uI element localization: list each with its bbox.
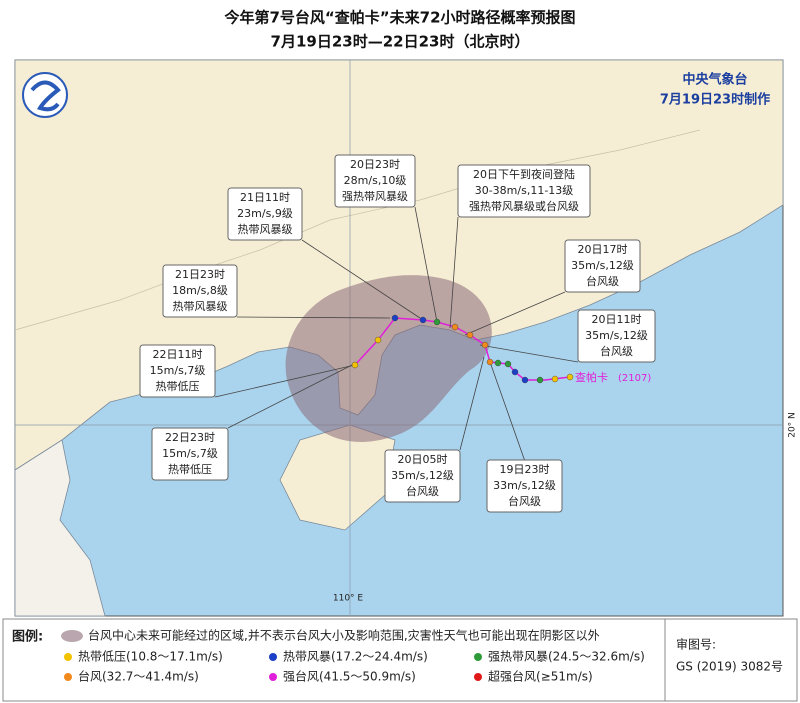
legend-label: 超强台风(≥51m/s): [488, 669, 593, 684]
callout-text: 热带风暴级: [238, 223, 293, 236]
callout-text: 33m/s,12级: [493, 479, 556, 492]
issued: 7月19日23时制作: [660, 92, 770, 108]
legend-label: 强热带风暴(24.5～32.6m/s): [488, 650, 645, 664]
callout-text: 22日23时: [165, 431, 215, 444]
typhoon-name: 查帕卡: [575, 370, 608, 384]
callout-box: [151, 427, 229, 481]
callout-text: 台风级: [600, 344, 633, 358]
callout-text: 19日23时: [500, 463, 550, 476]
legend-icon: [269, 653, 277, 661]
callout-text: 20日05时: [398, 453, 448, 466]
callout-text: 15m/s,7级: [162, 447, 218, 460]
callout-box: [139, 344, 216, 398]
leader-line: [236, 316, 391, 319]
callout-text: 15m/s,7级: [150, 364, 206, 377]
callout-text: 28m/s,10级: [344, 174, 407, 187]
leader-line: [489, 361, 525, 461]
callout-text: 台风级: [508, 494, 541, 508]
callout-text: 台风级: [586, 274, 619, 288]
track-point: [521, 376, 529, 384]
approval-label: 审图号:: [676, 637, 716, 652]
callout-text: 35m/s,12级: [391, 469, 454, 482]
legend-shade-icon: [61, 630, 83, 642]
track-point: [451, 323, 459, 331]
leader-line: [459, 356, 485, 451]
track-point: [391, 314, 399, 322]
track-point: [433, 318, 441, 326]
border-line: [14, 129, 701, 331]
track-point: [504, 360, 512, 368]
agency: 中央气象台: [682, 72, 747, 88]
title: 今年第7号台风“查帕卡”未来72小时路径概率预报图: [223, 9, 575, 27]
callout-text: 20日17时: [578, 243, 628, 256]
approval-number: GS (2019) 3082号: [676, 660, 783, 674]
probability-cone: [285, 275, 492, 442]
track-point: [551, 375, 559, 383]
callout-box: [577, 309, 656, 363]
callout-box: [227, 187, 303, 241]
lon-label: 110° E: [333, 594, 364, 604]
legend-title: 图例:: [12, 629, 43, 645]
callout-text: 热带风暴级: [173, 300, 228, 313]
logo-mark: [30, 80, 61, 112]
track-point: [566, 373, 574, 381]
legend-icon: [474, 673, 482, 681]
typhoon-code: (2107): [618, 373, 651, 384]
callout-box: [486, 459, 563, 513]
legend-label: 热带风暴(17.2～24.4m/s): [283, 650, 428, 664]
subtitle: 7月19日23时—22日23时（北京时）: [271, 33, 530, 51]
callout-text: 热带低压: [156, 380, 200, 393]
callout-text: 35m/s,12级: [571, 259, 634, 272]
leader-line: [227, 364, 353, 429]
track-point: [511, 368, 519, 376]
leader-line: [301, 239, 424, 321]
track-point: [466, 331, 474, 339]
legend-icon: [474, 653, 482, 661]
legend-label: 台风(32.7～41.4m/s): [78, 669, 199, 684]
leader-line: [414, 206, 438, 323]
callout-text: 35m/s,12级: [585, 329, 648, 342]
callout-text: 强热带风暴级: [342, 190, 408, 203]
leader-line: [479, 344, 579, 363]
callout-text: 22日11时: [153, 348, 203, 361]
lat-label: 20° N: [788, 412, 798, 438]
callout-text: 21日11时: [240, 191, 290, 204]
legend-label: 热带低压(10.8～17.1m/s): [78, 650, 223, 664]
callout-text: 20日23时: [350, 158, 400, 171]
callout-box: [334, 154, 416, 208]
callout-box: [162, 264, 238, 318]
leader-line: [214, 364, 356, 398]
track-point: [486, 358, 494, 366]
land-west: [14, 439, 106, 617]
track-point: [536, 376, 544, 384]
callout-text: 20日11时: [592, 313, 642, 326]
callout-text: 20日下午到夜间登陆: [473, 167, 575, 181]
track-point: [419, 316, 427, 324]
callout-box: [564, 239, 641, 293]
callout-box: [384, 449, 461, 503]
callout-text: 18m/s,8级: [172, 284, 228, 297]
callout-text: 23m/s,9级: [237, 207, 293, 220]
legend-icon: [269, 673, 277, 681]
legend-label: 强台风(41.5～50.9m/s): [283, 669, 416, 684]
track-point: [481, 341, 489, 349]
callout-text: 强热带风暴级或台风级: [469, 199, 579, 213]
callout-text: 台风级: [406, 484, 439, 498]
callout-box: [457, 164, 591, 218]
callout-text: 30-38m/s,11-13级: [475, 184, 574, 197]
legend-shade: 台风中心未来可能经过的区域,并不表示台风大小及影响范围,灾害性天气也可能出现在阴…: [88, 628, 600, 643]
legend-icon: [64, 673, 72, 681]
track-point: [351, 361, 359, 369]
leader-line: [449, 216, 459, 329]
track-point: [374, 336, 382, 344]
callout-text: 21日23时: [175, 268, 225, 281]
track-point: [494, 359, 502, 367]
leader-line: [464, 291, 566, 336]
legend-icon: [64, 653, 72, 661]
callout-text: 热带低压: [168, 463, 212, 476]
